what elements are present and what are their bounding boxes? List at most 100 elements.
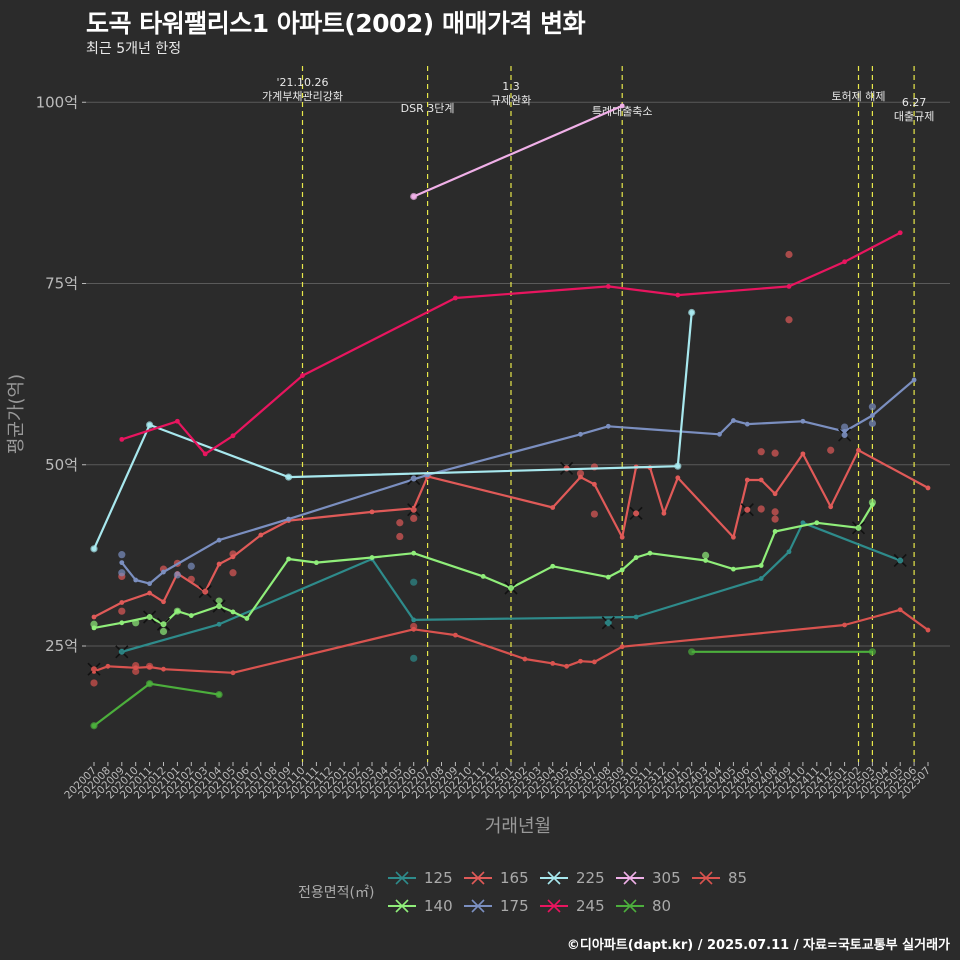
- legend-label: 245: [576, 897, 605, 915]
- cross-marker: [893, 553, 907, 568]
- scatter-point: [702, 551, 710, 559]
- mark-dot: [216, 603, 223, 610]
- scatter-point: [827, 446, 835, 454]
- line-point: [592, 659, 597, 665]
- line-point: [744, 477, 750, 483]
- mark-dot: [202, 588, 209, 595]
- line-point: [161, 666, 166, 672]
- legend-label: 175: [500, 897, 529, 915]
- legend-label: 85: [728, 869, 747, 887]
- line-point: [814, 520, 820, 526]
- chart-subtitle: 최근 5개년 한정: [86, 41, 182, 57]
- legend-item-175: 175: [464, 897, 529, 915]
- legend-cross: [623, 871, 637, 885]
- line-point: [619, 103, 625, 109]
- line-point: [230, 609, 236, 615]
- scatter-point: [841, 423, 849, 431]
- line-point: [105, 663, 111, 669]
- series-305: [410, 103, 625, 201]
- legend-cross: [547, 899, 561, 913]
- legend-cross: [395, 871, 409, 885]
- line-point: [119, 620, 125, 626]
- series-line: [413, 104, 623, 198]
- line-point: [369, 509, 375, 515]
- line-point: [147, 581, 153, 587]
- legend-item-80: 80: [616, 897, 671, 915]
- series-125: [115, 520, 907, 662]
- series-140: [90, 498, 877, 636]
- cross-marker: [740, 503, 754, 517]
- scatter-point: [90, 722, 98, 730]
- scatter-point: [410, 654, 418, 662]
- legend-cross: [547, 871, 561, 885]
- y-tick-label: 25억: [45, 637, 78, 655]
- scatter-point: [688, 308, 696, 317]
- scatter-point: [785, 316, 793, 324]
- line-point: [550, 661, 556, 666]
- line-point: [925, 627, 931, 633]
- axis-layer: 25억50억75억100억202007202008202009202010202…: [6, 93, 933, 837]
- scatter-point: [674, 462, 682, 470]
- scatter-point: [146, 421, 154, 429]
- event-label: 특례대출축소: [592, 105, 653, 118]
- x-axis-title: 거래년월: [485, 816, 551, 837]
- event-label: 6.27 대출규제: [894, 96, 934, 123]
- scatter-point: [146, 680, 154, 688]
- legend-cross: [699, 871, 713, 885]
- cross-marker: [212, 599, 226, 613]
- scatter-point: [173, 571, 181, 579]
- line-point: [800, 418, 806, 424]
- line-point: [605, 423, 611, 429]
- legend-item-225: 225: [540, 869, 605, 887]
- scatter-point: [132, 667, 140, 675]
- line-point: [230, 433, 236, 439]
- scatter-point: [868, 403, 877, 411]
- line-point: [786, 549, 792, 555]
- cross-marker: [156, 617, 171, 631]
- legend-item-125: 125: [388, 869, 453, 887]
- line-point: [550, 563, 556, 569]
- scatter-point: [90, 545, 98, 553]
- scatter-point: [146, 662, 154, 670]
- line-point: [244, 616, 250, 621]
- line-point: [605, 284, 611, 289]
- mark-dot: [146, 614, 153, 620]
- line-point: [550, 505, 556, 510]
- scatter-point: [229, 550, 237, 558]
- line-point: [411, 617, 417, 623]
- series-80: [90, 648, 877, 730]
- line-point: [731, 418, 736, 423]
- scatter-point: [757, 505, 765, 513]
- scatter-point: [410, 514, 418, 523]
- scatter-point: [173, 607, 181, 615]
- line-point: [897, 230, 903, 236]
- mark-dot: [410, 475, 417, 482]
- legend-item-140: 140: [388, 897, 453, 915]
- legend-label: 80: [652, 897, 671, 915]
- scatter-point: [757, 448, 765, 456]
- line-point: [592, 481, 597, 487]
- legend-label: 305: [652, 869, 681, 887]
- cross-marker: [601, 616, 615, 630]
- event-label: 토허제 해제: [831, 89, 885, 103]
- cross-marker: [143, 610, 157, 624]
- line-point: [717, 431, 722, 437]
- legend: 전용면적(㎡) 125 165 225 305 85 140 175 245 80: [298, 869, 747, 915]
- scatter-point: [576, 469, 585, 478]
- line-point: [633, 555, 639, 560]
- cross-marker: [629, 506, 643, 520]
- line-point: [842, 259, 847, 265]
- scatter-point: [410, 622, 418, 631]
- line-point: [828, 504, 834, 510]
- series-line: [93, 682, 220, 727]
- line-point: [758, 576, 764, 581]
- line-point: [230, 670, 236, 676]
- event-label: DSR 3단계: [401, 102, 455, 115]
- cross-marker: [838, 428, 852, 442]
- line-point: [202, 451, 208, 457]
- line-point: [147, 590, 153, 596]
- line-point: [786, 284, 792, 289]
- legend-item-85: 85: [692, 869, 747, 887]
- scatter-point: [90, 679, 98, 687]
